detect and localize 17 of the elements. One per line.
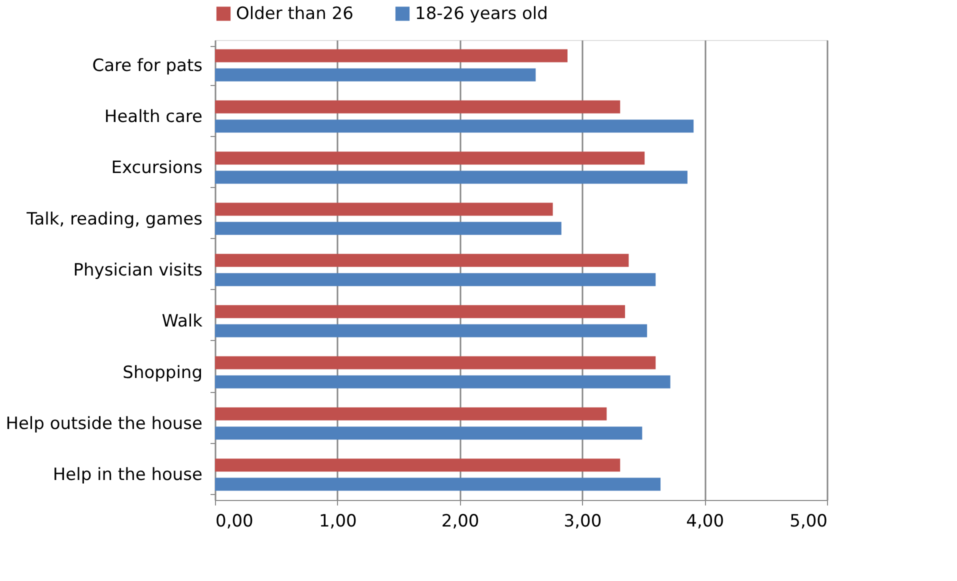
y-tick-label: Shopping xyxy=(122,362,202,383)
x-tick-label: 2,00 xyxy=(441,512,480,532)
x-tick-label: 5,00 xyxy=(790,512,828,532)
y-tick-label: Health care xyxy=(104,106,202,127)
x-tick-label: 3,00 xyxy=(564,512,602,532)
y-tick-label: Excursions xyxy=(111,158,203,178)
x-tick-label: 0,00 xyxy=(216,512,254,532)
y-tick-label: Care for pats xyxy=(92,56,203,76)
y-tick-label: Talk, reading, games xyxy=(26,209,203,230)
legend-label: Older than 26 xyxy=(236,4,354,24)
legend-label: 18-26 years old xyxy=(415,4,548,24)
y-tick-label: Help outside the house xyxy=(6,414,202,434)
y-tick-label: Walk xyxy=(162,312,203,332)
x-tick-label: 1,00 xyxy=(318,512,357,532)
y-tick-label: Physician visits xyxy=(73,260,203,280)
y-tick-label: Help in the house xyxy=(52,465,202,486)
x-tick-label: 4,00 xyxy=(686,512,724,532)
